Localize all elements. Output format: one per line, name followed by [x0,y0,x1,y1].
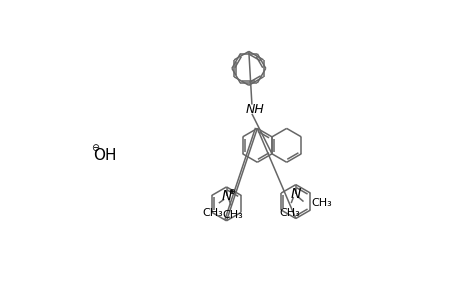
Text: ⊖: ⊖ [90,143,99,153]
Text: CH₃: CH₃ [202,208,223,218]
Text: CH₃: CH₃ [222,210,242,220]
Text: OH: OH [93,148,117,163]
Text: N: N [221,189,231,203]
Text: ⊕: ⊕ [228,187,235,196]
Text: CH₃: CH₃ [311,198,331,208]
Text: NH: NH [245,103,264,116]
Text: N: N [290,187,300,201]
Text: CH₃: CH₃ [279,208,299,218]
